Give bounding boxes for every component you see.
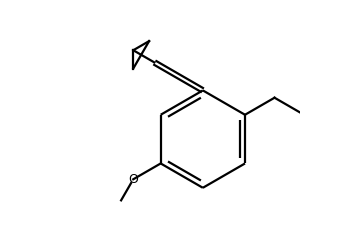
Text: O: O: [128, 173, 138, 186]
